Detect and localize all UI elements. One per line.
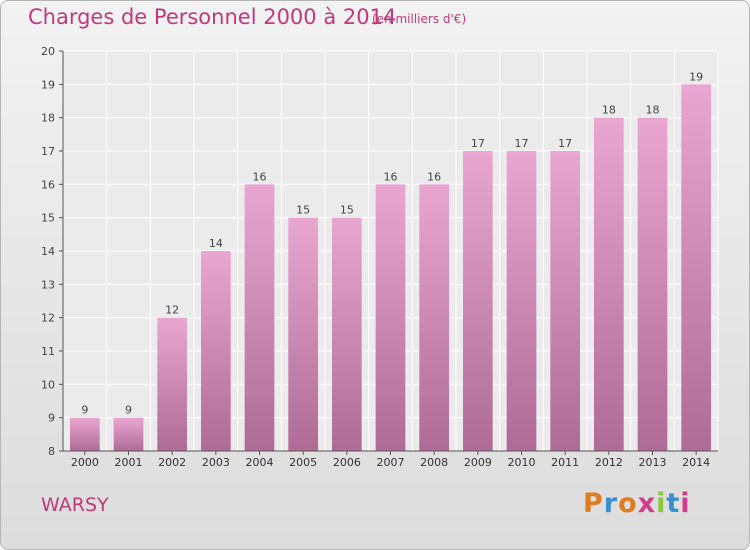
x-tick-label: 2011 xyxy=(551,456,579,469)
bar xyxy=(462,151,493,451)
chart-title: Charges de Personnel 2000 à 2014 xyxy=(28,5,397,29)
logo-letter: i xyxy=(680,488,691,519)
axes: 8 9 10 11 12 13 14 15 16 17 18 19 20 2000 2001 2002 2003… xyxy=(41,45,718,469)
y-tick-label: 9 xyxy=(48,412,55,425)
x-tick-label: 2001 xyxy=(115,456,143,469)
y-tick-label: 20 xyxy=(41,45,55,58)
y-tick-label: 10 xyxy=(41,378,55,391)
y-tick-label: 18 xyxy=(41,112,55,125)
logo-letter: P xyxy=(583,488,604,519)
bar xyxy=(200,251,231,451)
x-tick-label: 2004 xyxy=(246,456,274,469)
y-tick-label: 14 xyxy=(41,245,55,258)
y-tick-label: 12 xyxy=(41,312,55,325)
x-tick-label: 2006 xyxy=(333,456,361,469)
bars: 9 9 12 14 16 15 15 16 16 17 17 17 18 18 19 xyxy=(69,70,712,452)
chart-subtitle: (en milliers d'€) xyxy=(372,12,467,26)
bar-value-label: 18 xyxy=(646,104,660,117)
bar xyxy=(637,117,668,452)
bar xyxy=(288,217,319,451)
x-tick-label: 2008 xyxy=(420,456,448,469)
x-tick-label: 2013 xyxy=(639,456,667,469)
x-tick-label: 2005 xyxy=(289,456,317,469)
proxiti-logo: Proxiti xyxy=(583,488,691,519)
bar-value-label: 16 xyxy=(427,170,441,183)
x-tick-label: 2014 xyxy=(682,456,710,469)
bar-value-label: 9 xyxy=(81,404,88,417)
y-tick-label: 15 xyxy=(41,212,55,225)
bar-value-label: 9 xyxy=(125,404,132,417)
x-tick-label: 2009 xyxy=(464,456,492,469)
bar-value-label: 17 xyxy=(471,137,485,150)
x-tick-label: 2002 xyxy=(158,456,186,469)
logo-letter: x xyxy=(637,488,657,519)
logo-letter: i xyxy=(656,488,667,519)
logo-letter: r xyxy=(603,488,619,519)
bar xyxy=(244,184,275,452)
y-tick-label: 8 xyxy=(48,445,55,458)
bar-value-label: 15 xyxy=(296,204,310,217)
bar xyxy=(506,151,537,451)
commune-name: WARSY xyxy=(41,494,109,516)
y-tick-label: 16 xyxy=(41,178,55,191)
bar-value-label: 16 xyxy=(253,170,267,183)
x-tick-label: 2003 xyxy=(202,456,230,469)
x-tick-label: 2000 xyxy=(71,456,99,469)
bar-value-label: 17 xyxy=(558,137,572,150)
bar xyxy=(69,417,100,451)
bar xyxy=(157,317,188,451)
bar xyxy=(681,84,712,451)
bar-value-label: 16 xyxy=(384,170,398,183)
logo-letter: o xyxy=(618,488,638,519)
bar-value-label: 17 xyxy=(515,137,529,150)
x-tick-label: 2012 xyxy=(595,456,623,469)
y-tick-label: 19 xyxy=(41,78,55,91)
x-tick-label: 2007 xyxy=(377,456,405,469)
bar-value-label: 15 xyxy=(340,204,354,217)
x-tick-label: 2010 xyxy=(508,456,536,469)
bar xyxy=(419,184,450,452)
bar-value-label: 19 xyxy=(689,70,703,83)
logo-letter: t xyxy=(666,488,681,519)
bar xyxy=(593,117,624,452)
bar xyxy=(113,417,144,451)
bar-value-label: 18 xyxy=(602,104,616,117)
bar xyxy=(331,217,362,451)
y-tick-label: 13 xyxy=(41,278,55,291)
y-tick-label: 11 xyxy=(41,345,55,358)
bar-value-label: 14 xyxy=(209,237,223,250)
bar xyxy=(375,184,406,452)
bar xyxy=(550,151,581,451)
bar-value-label: 12 xyxy=(165,304,179,317)
y-tick-label: 17 xyxy=(41,145,55,158)
